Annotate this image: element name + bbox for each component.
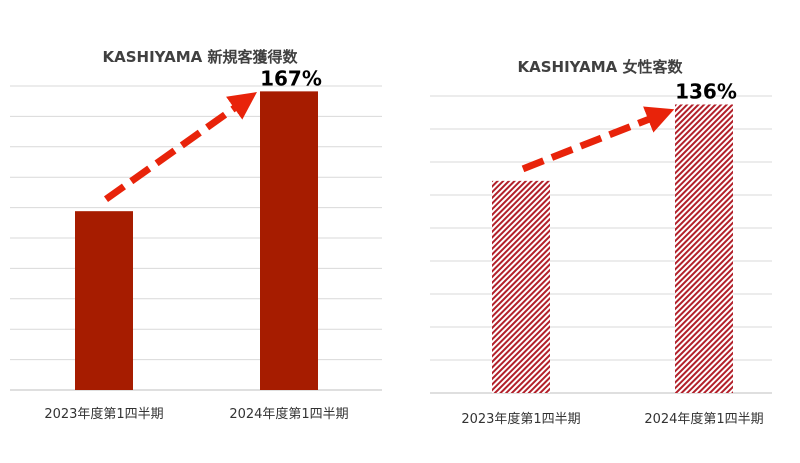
chart-title: KASHIYAMA 女性客数 [517,58,683,76]
chart-plot: 2023年度第1四半期 2024年度第1四半期 136% [430,79,772,427]
chart-title: KASHIYAMA 新規客獲得数 [102,48,298,66]
bar [260,91,318,390]
category-label: 2023年度第1四半期 [461,411,580,427]
chart-plot: 2023年度第1四半期 2024年度第1四半期 167% [10,66,382,422]
category-label: 2024年度第1四半期 [644,411,763,427]
data-label: 136% [675,79,737,103]
bar [75,211,133,390]
bar [675,104,733,393]
chart-new-customers: KASHIYAMA 新規客獲得数 2023年度第1四半期 2024年度第1四半期 1… [10,48,382,422]
data-label: 167% [260,66,322,90]
category-label: 2023年度第1四半期 [44,406,163,422]
bar [492,180,550,393]
growth-arrow [521,106,675,173]
category-label: 2024年度第1四半期 [229,406,348,422]
chart-female-customers: KASHIYAMA 女性客数 2023年度第1四半期 2024年度第1四半期 136… [400,0,800,463]
growth-arrow [103,92,257,203]
